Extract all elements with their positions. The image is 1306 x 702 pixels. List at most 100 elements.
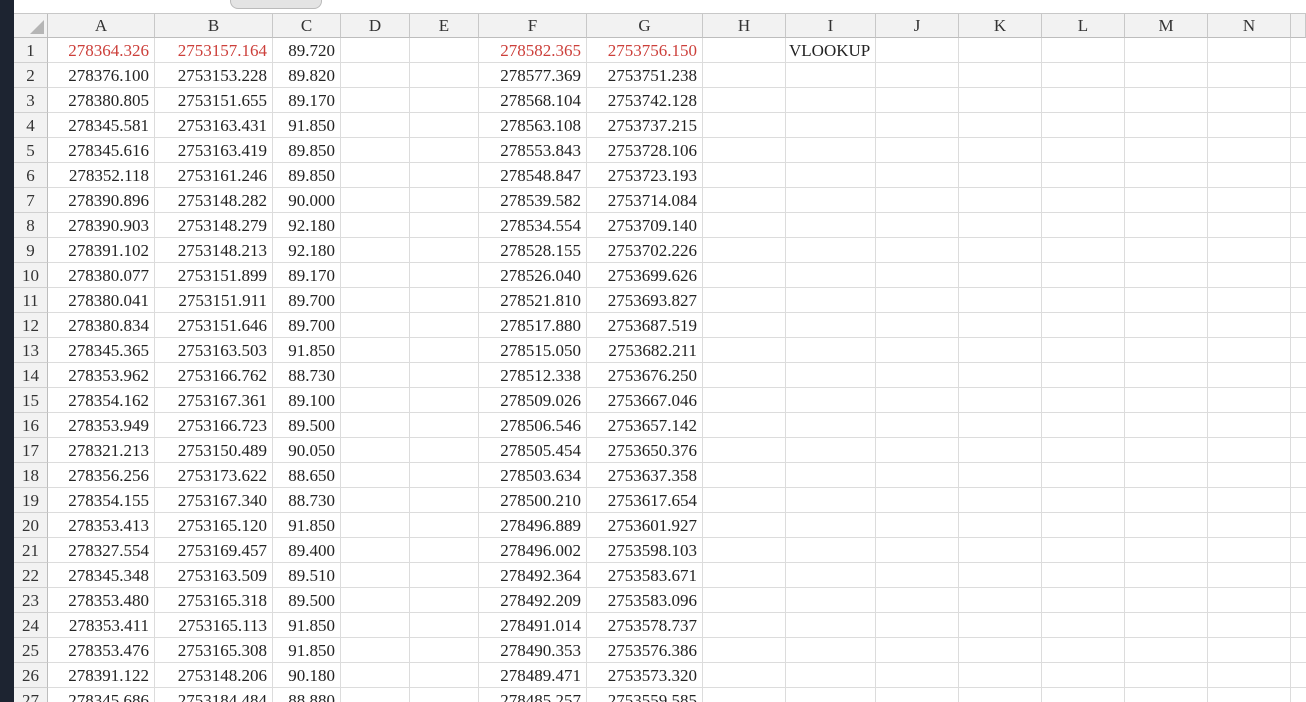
cell[interactable]: 278391.102 — [68, 241, 149, 260]
cell[interactable]: 2753153.228 — [177, 66, 267, 85]
cell[interactable]: 278509.026 — [500, 391, 581, 410]
row-header[interactable]: 8 — [14, 213, 48, 238]
row-header[interactable]: 2 — [14, 63, 48, 88]
row-header[interactable]: 15 — [14, 388, 48, 413]
cell[interactable]: 2753163.419 — [177, 141, 267, 160]
cell[interactable]: 278364.326 — [68, 41, 149, 60]
cell[interactable]: 89.510 — [288, 566, 335, 585]
cell[interactable]: 278345.581 — [68, 116, 149, 135]
row-header[interactable]: 24 — [14, 613, 48, 638]
cell[interactable]: 278512.338 — [500, 366, 581, 385]
row-header[interactable]: 22 — [14, 563, 48, 588]
row-header[interactable]: 7 — [14, 188, 48, 213]
cell[interactable]: 2753598.103 — [607, 541, 697, 560]
row-header[interactable]: 13 — [14, 338, 48, 363]
cell[interactable]: 2753742.128 — [607, 91, 697, 110]
row-header[interactable]: 14 — [14, 363, 48, 388]
row-header[interactable]: 18 — [14, 463, 48, 488]
cell[interactable]: 2753148.282 — [177, 191, 267, 210]
cell[interactable]: 2753737.215 — [607, 116, 697, 135]
select-all[interactable] — [14, 14, 48, 38]
cell[interactable]: 278521.810 — [500, 291, 581, 310]
cell[interactable]: 278577.369 — [500, 66, 581, 85]
cell[interactable]: 2753165.113 — [178, 616, 267, 635]
cell[interactable]: 278321.213 — [68, 441, 149, 460]
cell[interactable]: 278380.077 — [68, 266, 149, 285]
cell[interactable]: 2753161.246 — [177, 166, 267, 185]
cell[interactable]: 278492.209 — [500, 591, 581, 610]
cell[interactable]: 2753148.206 — [177, 666, 267, 685]
row-header[interactable]: 5 — [14, 138, 48, 163]
cell[interactable]: 90.000 — [288, 191, 335, 210]
cell[interactable]: 89.170 — [288, 91, 335, 110]
cell[interactable]: 2753163.503 — [177, 341, 267, 360]
column-header[interactable]: C — [273, 14, 341, 38]
cell[interactable]: 278489.471 — [500, 666, 581, 685]
cell[interactable]: 278517.880 — [500, 316, 581, 335]
cell[interactable]: 278391.122 — [68, 666, 149, 685]
cell[interactable]: 91.850 — [288, 516, 335, 535]
cell[interactable]: 278526.040 — [500, 266, 581, 285]
row-header[interactable]: 10 — [14, 263, 48, 288]
cell[interactable]: 2753167.361 — [177, 391, 267, 410]
cell[interactable]: 278380.805 — [68, 91, 149, 110]
cell[interactable]: 278496.889 — [500, 516, 581, 535]
cell[interactable]: 2753637.358 — [607, 466, 697, 485]
cell[interactable]: 2753173.622 — [177, 466, 267, 485]
cell[interactable]: 88.650 — [288, 466, 335, 485]
row-header[interactable]: 20 — [14, 513, 48, 538]
cell[interactable]: 2753676.250 — [607, 366, 697, 385]
cell[interactable]: 2753151.655 — [177, 91, 267, 110]
cell[interactable]: 2753148.279 — [177, 216, 267, 235]
cell[interactable]: 278345.365 — [68, 341, 149, 360]
row-header[interactable]: 3 — [14, 88, 48, 113]
cell[interactable]: 2753166.762 — [177, 366, 267, 385]
cell[interactable]: 278390.903 — [68, 216, 149, 235]
cell[interactable]: 278345.348 — [68, 566, 149, 585]
cell[interactable]: 88.880 — [288, 691, 335, 702]
cell[interactable]: 91.850 — [288, 616, 335, 635]
column-header[interactable]: N — [1208, 14, 1291, 38]
cell[interactable]: 89.700 — [288, 291, 335, 310]
cell[interactable]: 2753578.737 — [607, 616, 697, 635]
row-header[interactable]: 23 — [14, 588, 48, 613]
cell[interactable]: 2753702.226 — [607, 241, 697, 260]
cell[interactable]: 2753667.046 — [607, 391, 697, 410]
cell[interactable]: 89.850 — [288, 166, 335, 185]
cell[interactable]: 278352.118 — [68, 166, 149, 185]
cell[interactable]: 278492.364 — [500, 566, 581, 585]
column-header[interactable]: M — [1125, 14, 1208, 38]
cell[interactable]: 2753165.120 — [177, 516, 267, 535]
cell[interactable]: 278548.847 — [500, 166, 581, 185]
cell[interactable]: 2753163.509 — [177, 566, 267, 585]
cell[interactable]: 2753151.899 — [177, 266, 267, 285]
row-header[interactable]: 9 — [14, 238, 48, 263]
cell[interactable]: 2753165.318 — [177, 591, 267, 610]
cell[interactable]: 90.180 — [288, 666, 335, 685]
cell[interactable]: 2753576.386 — [607, 641, 697, 660]
cell[interactable]: 2753573.320 — [607, 666, 697, 685]
cell[interactable]: 2753723.193 — [607, 166, 697, 185]
row-header[interactable]: 26 — [14, 663, 48, 688]
cell[interactable]: 2753167.340 — [177, 491, 267, 510]
cell[interactable]: 278345.686 — [68, 691, 149, 702]
cell[interactable]: 278353.949 — [68, 416, 149, 435]
cell[interactable]: 2753709.140 — [607, 216, 697, 235]
cell[interactable]: 2753583.096 — [607, 591, 697, 610]
cell[interactable]: 278345.616 — [68, 141, 149, 160]
cell[interactable]: 91.850 — [288, 641, 335, 660]
row-header[interactable]: 17 — [14, 438, 48, 463]
cell[interactable]: 278582.365 — [500, 41, 581, 60]
column-header[interactable]: G — [587, 14, 703, 38]
cell[interactable]: 278506.546 — [500, 416, 581, 435]
row-header[interactable]: 11 — [14, 288, 48, 313]
column-header[interactable]: F — [479, 14, 587, 38]
cell[interactable]: 278327.554 — [68, 541, 149, 560]
cell[interactable]: 278500.210 — [500, 491, 581, 510]
column-header[interactable]: B — [155, 14, 273, 38]
cell[interactable]: 2753169.457 — [177, 541, 267, 560]
cell[interactable]: 89.700 — [288, 316, 335, 335]
cell[interactable]: 278353.962 — [68, 366, 149, 385]
cell[interactable]: 278496.002 — [500, 541, 581, 560]
cell[interactable]: 278390.896 — [68, 191, 149, 210]
